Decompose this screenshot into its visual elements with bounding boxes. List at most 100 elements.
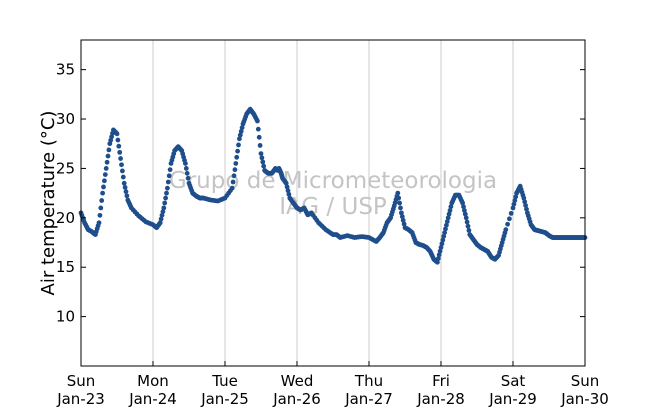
data-point (159, 212, 165, 218)
data-point (96, 220, 102, 226)
data-point (400, 217, 406, 223)
data-point (115, 137, 121, 143)
data-point (259, 155, 265, 161)
data-point (510, 205, 516, 211)
data-point (464, 219, 470, 225)
x-tick-label-day: Sun (571, 372, 600, 390)
y-axis-ticks: 10 15 20 25 30 35 (56, 61, 585, 326)
data-point (101, 184, 106, 190)
data-point (103, 166, 109, 171)
y-tick-label: 10 (56, 308, 75, 326)
data-point (120, 168, 125, 174)
data-point (260, 159, 266, 165)
data-point (164, 190, 169, 196)
data-point (522, 199, 528, 205)
y-tick-label: 20 (56, 209, 75, 227)
data-points (78, 106, 588, 265)
data-point (166, 173, 172, 179)
data-point (462, 211, 468, 217)
data-point (395, 190, 401, 196)
data-point (441, 233, 447, 239)
data-point (507, 216, 512, 222)
watermark-line-1: Grupo de Micrometeorologia (169, 168, 497, 194)
x-tick-label-day: Fri (432, 372, 450, 390)
x-tick-label-day: Thu (354, 372, 383, 390)
data-point (163, 195, 169, 201)
data-point (465, 223, 471, 229)
data-point (255, 118, 260, 124)
data-point (398, 205, 403, 211)
y-axis-label: Air temperature (°C) (38, 111, 59, 296)
data-point (165, 185, 170, 191)
data-point (162, 200, 168, 206)
data-point (237, 132, 243, 138)
data-point (503, 227, 509, 233)
data-point (466, 228, 472, 233)
x-tick-label-date: Jan-24 (128, 390, 177, 408)
data-point (122, 185, 128, 190)
data-point (239, 125, 245, 131)
data-point (102, 178, 107, 184)
data-point (231, 173, 237, 179)
data-point (442, 230, 447, 236)
data-point (235, 148, 241, 154)
data-point (462, 208, 467, 213)
data-point (438, 245, 444, 250)
x-tick-label-day: Mon (137, 372, 169, 390)
data-point (106, 147, 112, 153)
x-tick-label-date: Jan-23 (56, 390, 105, 408)
data-point (444, 222, 449, 228)
y-tick-label: 15 (56, 258, 75, 276)
plot-frame (80, 39, 586, 367)
data-point (256, 134, 262, 140)
x-tick-label-day: Sat (501, 372, 526, 390)
data-point (437, 248, 443, 254)
data-point (399, 210, 404, 216)
y-tick-label: 35 (56, 61, 75, 79)
data-point (446, 211, 452, 217)
data-point (460, 200, 465, 206)
data-point (439, 241, 445, 247)
data-point (286, 191, 292, 197)
data-point (397, 200, 402, 206)
data-point (258, 151, 264, 157)
data-point (120, 174, 126, 180)
x-tick-label-date: Jan-28 (416, 390, 465, 408)
data-point (161, 205, 167, 211)
data-point (124, 193, 130, 199)
data-point (232, 167, 238, 173)
data-point (512, 198, 518, 203)
data-point (255, 126, 261, 132)
data-point (513, 194, 519, 200)
data-point (238, 128, 244, 134)
data-point (233, 161, 239, 166)
x-tick-label-date: Jan-25 (200, 390, 249, 408)
data-point (435, 256, 441, 261)
data-point (261, 163, 267, 169)
data-point (436, 252, 442, 258)
data-point (399, 214, 405, 219)
data-point (102, 172, 108, 177)
data-point (284, 184, 290, 190)
data-point (230, 179, 236, 185)
data-point (285, 188, 291, 194)
x-axis-ticks: SunJan-23MonJan-24TueJan-25WedJan-26ThuJ… (56, 361, 609, 408)
data-point (229, 185, 235, 191)
data-point (511, 201, 517, 207)
data-point (435, 259, 440, 265)
x-tick-label-day: Sun (67, 372, 96, 390)
y-tick-label: 25 (56, 159, 75, 177)
data-point (524, 206, 529, 212)
data-point (117, 149, 123, 155)
data-point (236, 142, 241, 148)
data-point (396, 195, 402, 201)
data-point (505, 221, 510, 227)
data-point (461, 204, 466, 210)
data-point (521, 195, 527, 201)
data-point (116, 143, 122, 149)
x-tick-label-day: Tue (211, 372, 238, 390)
data-point (283, 180, 289, 186)
data-point (123, 189, 129, 195)
